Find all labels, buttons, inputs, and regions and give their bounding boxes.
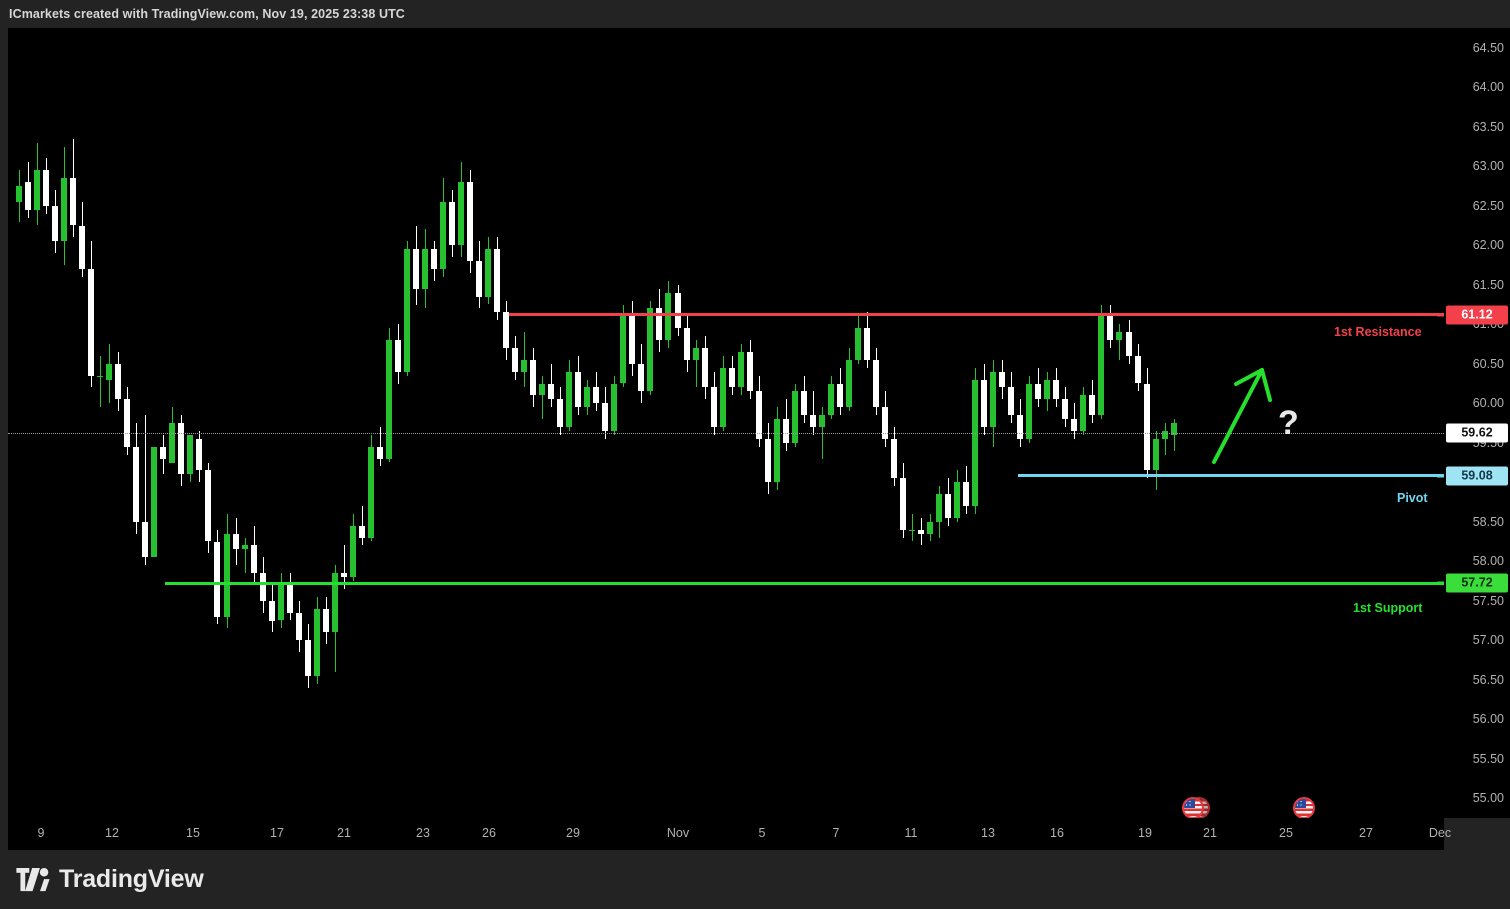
time-tick: 27 [1359, 826, 1373, 840]
time-tick: 7 [832, 826, 840, 840]
price-badge-resistance[interactable]: 61.12 [1446, 305, 1508, 325]
us-flag-event-icon-2[interactable] [1293, 797, 1315, 818]
support-label: 1st Support [1353, 601, 1423, 615]
price-tick: 63.50 [1472, 119, 1504, 134]
chart-header: ICmarkets created with TradingView.com, … [0, 0, 1510, 28]
price-tick: 58.50 [1472, 514, 1504, 529]
current-price-line [8, 433, 1444, 435]
price-tick: 57.50 [1472, 593, 1504, 608]
pivot-level-line [1018, 474, 1444, 478]
time-tick: 12 [105, 826, 119, 840]
time-tick: 26 [482, 826, 496, 840]
price-badge-stub [1437, 474, 1444, 478]
time-tick: 5 [758, 826, 766, 840]
tradingview-logo[interactable]: TradingView [16, 865, 204, 894]
chart-overlays [8, 28, 1444, 818]
candlestick-series [8, 28, 1444, 818]
price-tick: 64.50 [1472, 40, 1504, 55]
price-tick: 55.00 [1472, 791, 1504, 806]
time-tick: 21 [1203, 826, 1217, 840]
header-attribution-text: ICmarkets created with TradingView.com, … [9, 7, 405, 21]
time-tick: 9 [37, 826, 45, 840]
time-tick: 13 [981, 826, 995, 840]
tradingview-logo-icon [16, 867, 50, 891]
price-axis[interactable]: 64.50 64.00 63.50 63.00 62.50 62.00 61.50 61.00… [1437, 28, 1510, 818]
time-tick: Nov [666, 826, 690, 840]
price-tick: 62.50 [1472, 198, 1504, 213]
support-level-line [165, 581, 1444, 585]
price-tick: 62.00 [1472, 238, 1504, 253]
price-tick: 64.00 [1472, 80, 1504, 95]
price-tick: 56.00 [1472, 712, 1504, 727]
time-tick: 21 [337, 826, 351, 840]
time-tick: 17 [270, 826, 284, 840]
chart-footer: TradingView [0, 850, 1510, 909]
time-tick: 23 [416, 826, 430, 840]
price-badge-stub [1437, 313, 1444, 317]
time-tick: 29 [566, 826, 580, 840]
price-tick: 60.00 [1472, 396, 1504, 411]
resistance-level-line [509, 313, 1444, 317]
price-tick: 61.50 [1472, 277, 1504, 292]
price-badge-pivot[interactable]: 59.08 [1446, 466, 1508, 486]
time-tick: 15 [186, 826, 200, 840]
chart-plot-area[interactable]: ? 1st Resistance Pivot 1st Support [8, 28, 1444, 818]
up-arrow-icon [1212, 368, 1272, 464]
time-tick: 11 [904, 826, 918, 840]
pivot-label: Pivot [1397, 491, 1428, 505]
time-axis[interactable]: 9 12 15 17 21 23 26 29 Nov 5 7 11 13 16 19 21 25 27 Dec [8, 818, 1451, 850]
tradingview-logo-text: TradingView [59, 865, 204, 893]
price-tick: 60.50 [1472, 356, 1504, 371]
price-tick: 55.50 [1472, 751, 1504, 766]
time-tick: 16 [1050, 826, 1064, 840]
price-badge-stub [1437, 581, 1444, 585]
us-flag-event-icon-1[interactable] [1182, 797, 1204, 818]
price-tick: 57.00 [1472, 633, 1504, 648]
price-badge-support[interactable]: 57.72 [1446, 573, 1508, 593]
resistance-label: 1st Resistance [1334, 325, 1422, 339]
price-tick: 58.00 [1472, 554, 1504, 569]
price-tick: 56.50 [1472, 672, 1504, 687]
time-tick: Dec [1428, 826, 1452, 840]
time-tick: 25 [1279, 826, 1293, 840]
time-tick: 19 [1138, 826, 1152, 840]
price-tick: 63.00 [1472, 159, 1504, 174]
price-badge-current[interactable]: 59.62 [1446, 423, 1508, 443]
question-mark-annotation: ? [1278, 404, 1299, 442]
